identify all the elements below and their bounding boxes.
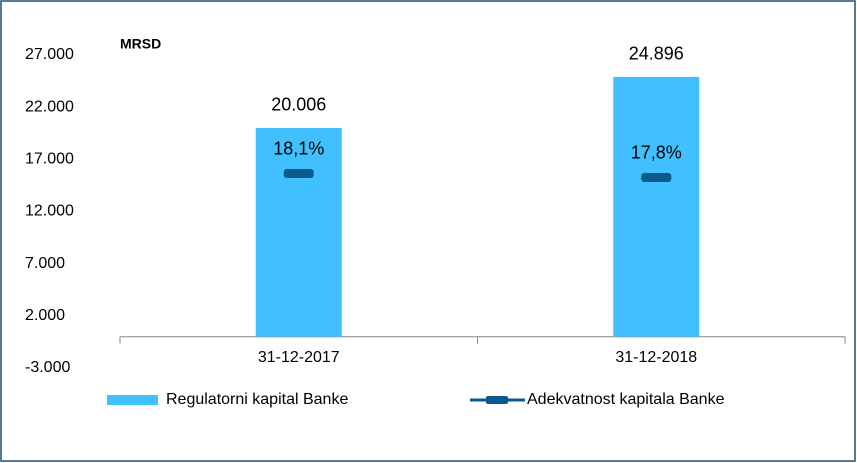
y-tick-label: 22.000 bbox=[25, 98, 74, 115]
value-label: 20.006 bbox=[271, 95, 326, 115]
bar bbox=[613, 76, 700, 337]
y-tick-label: 2.000 bbox=[25, 307, 65, 324]
x-tick-label: 31-12-2017 bbox=[258, 349, 340, 366]
value-label: 18,1% bbox=[273, 138, 324, 158]
value-label: 24.896 bbox=[629, 44, 684, 64]
unit-annotation: MRSD bbox=[120, 36, 161, 52]
y-tick-label: 27.000 bbox=[25, 46, 74, 63]
y-tick-label: 12.000 bbox=[25, 203, 74, 220]
x-tick-label: 31-12-2018 bbox=[615, 349, 697, 366]
legend-swatch bbox=[107, 395, 158, 405]
y-tick-label: 7.000 bbox=[25, 255, 65, 272]
y-tick-label: -3.000 bbox=[25, 359, 70, 376]
ratio-marker bbox=[283, 169, 314, 179]
value-label: 17,8% bbox=[631, 142, 682, 162]
legend-label: Regulatorni kapital Banke bbox=[166, 391, 348, 408]
bar bbox=[255, 127, 342, 337]
legend-swatch-marker bbox=[486, 396, 508, 404]
legend-label: Adekvatnost kapitala Banke bbox=[527, 391, 725, 408]
y-tick-label: 17.000 bbox=[25, 151, 74, 168]
ratio-marker bbox=[641, 173, 672, 183]
